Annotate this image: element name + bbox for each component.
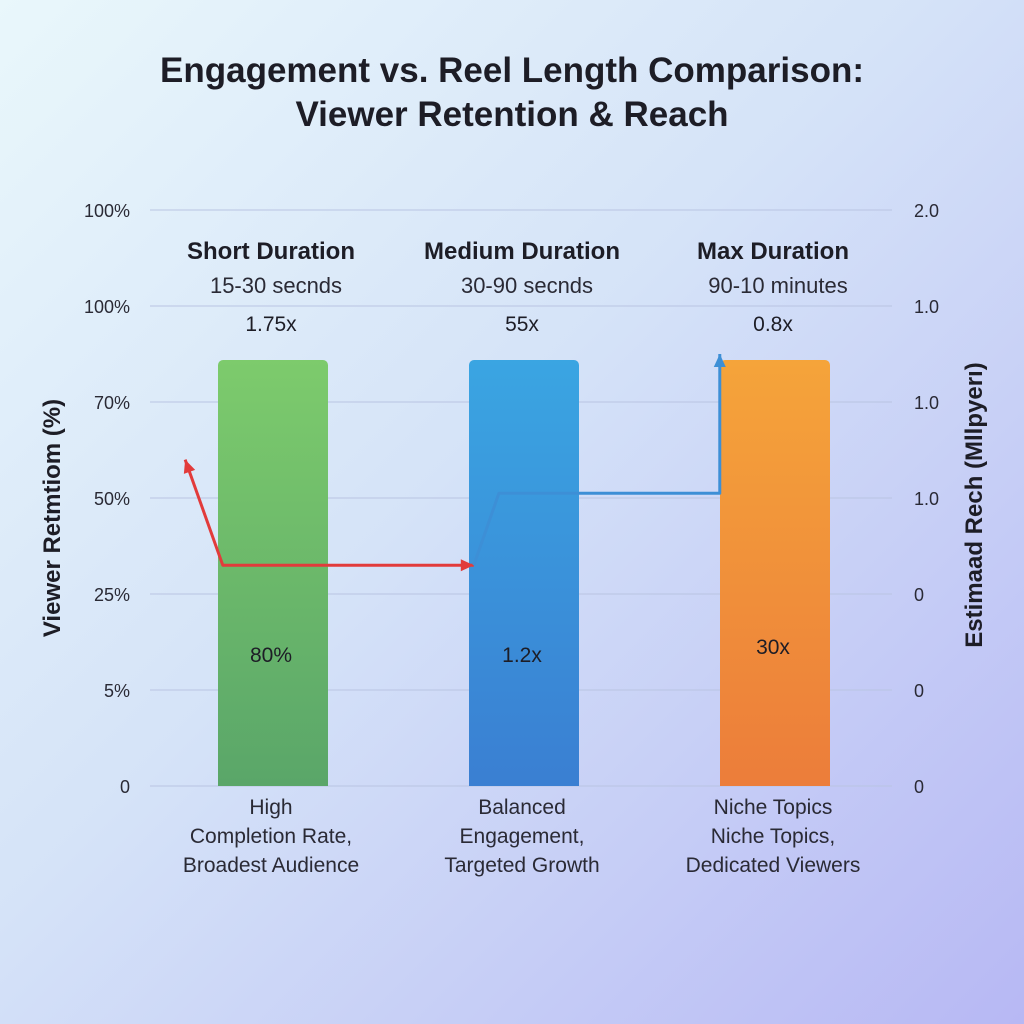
y2-axis-ticks: 2.0 1.0 1.0 1.0 0 0 0 [914, 201, 939, 797]
y2-axis-label: Estimaad Rech (Mllpyerı) [961, 362, 988, 647]
bars [218, 360, 830, 786]
category-title: Max Duration [697, 238, 849, 265]
chart-title-line-1: Engagement vs. Reel Length Comparison: [160, 51, 864, 90]
bar-data-label: 80% [250, 644, 292, 667]
y2-tick-label: 0 [914, 777, 924, 797]
bar-0-base [218, 780, 328, 786]
category-description-line: Broadest Audience [183, 854, 359, 877]
bar-0 [218, 360, 328, 786]
y-tick-label: 25% [94, 585, 130, 605]
category-multiplier: 1.75x [245, 313, 297, 336]
line-series-0 [183, 459, 474, 567]
category-multiplier: 0.8x [753, 313, 793, 336]
category-description-line: High [249, 796, 292, 819]
y2-tick-label: 1.0 [914, 297, 939, 317]
line-series-0-arrowhead [460, 559, 474, 572]
category-description-line: Engagement, [460, 825, 585, 848]
line-series [183, 354, 726, 572]
line-series-0-arrowhead [183, 459, 196, 474]
category-labels: Short Duration 15-30 secnds 1.75x 80% High Co… [183, 238, 861, 877]
category-title: Short Duration [187, 238, 355, 265]
y2-tick-label: 0 [914, 681, 924, 701]
y-tick-label: 5% [104, 681, 130, 701]
bar-data-label: 1.2x [502, 644, 542, 667]
category-description-line: Niche Topics, [711, 825, 836, 848]
y2-tick-label: 1.0 [914, 489, 939, 509]
line-series-1 [472, 354, 722, 566]
y-axis-label: Viewer Retmtiom (%) [39, 399, 66, 637]
category-description-line: Niche Topics [714, 796, 833, 819]
category-description-line: Completion Rate, [190, 825, 352, 848]
category-multiplier: 55x [505, 313, 539, 336]
y-tick-label: 50% [94, 489, 130, 509]
category-range: 90-10 minutes [708, 273, 847, 298]
category-description-line: Balanced [478, 796, 566, 819]
category-description-line: Dedicated Viewers [686, 854, 861, 877]
category-range: 15-30 secnds [210, 273, 342, 298]
y2-tick-label: 0 [914, 585, 924, 605]
category-range: 30-90 secnds [461, 273, 593, 298]
y-tick-label: 0 [120, 777, 130, 797]
y-axis-ticks: 100% 100% 70% 50% 25% 5% 0 [84, 201, 130, 797]
bar-1-base [469, 780, 579, 786]
y2-tick-label: 2.0 [914, 201, 939, 221]
line-series-1-arrowhead [713, 354, 726, 367]
chart-title-line-2: Viewer Retention & Reach [295, 95, 728, 134]
bar-1 [469, 360, 579, 786]
bar-2 [720, 360, 830, 786]
y2-tick-label: 1.0 [914, 393, 939, 413]
category-description-line: Targeted Growth [444, 854, 599, 877]
category-title: Medium Duration [424, 238, 620, 265]
bar-2-base [720, 780, 830, 786]
y-tick-label: 70% [94, 393, 130, 413]
y-tick-label: 100% [84, 201, 130, 221]
bar-data-label: 30x [756, 636, 790, 659]
y-tick-label: 100% [84, 297, 130, 317]
